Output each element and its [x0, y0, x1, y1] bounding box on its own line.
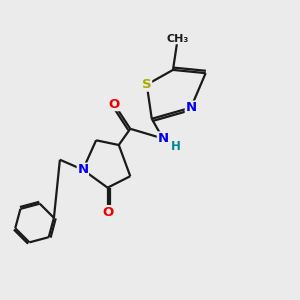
- Text: N: N: [185, 101, 197, 114]
- Text: CH₃: CH₃: [167, 34, 189, 44]
- Text: O: O: [109, 98, 120, 111]
- Text: O: O: [102, 206, 113, 219]
- Text: S: S: [142, 78, 152, 91]
- Text: N: N: [158, 132, 169, 145]
- Text: H: H: [170, 140, 180, 153]
- Text: N: N: [77, 163, 88, 176]
